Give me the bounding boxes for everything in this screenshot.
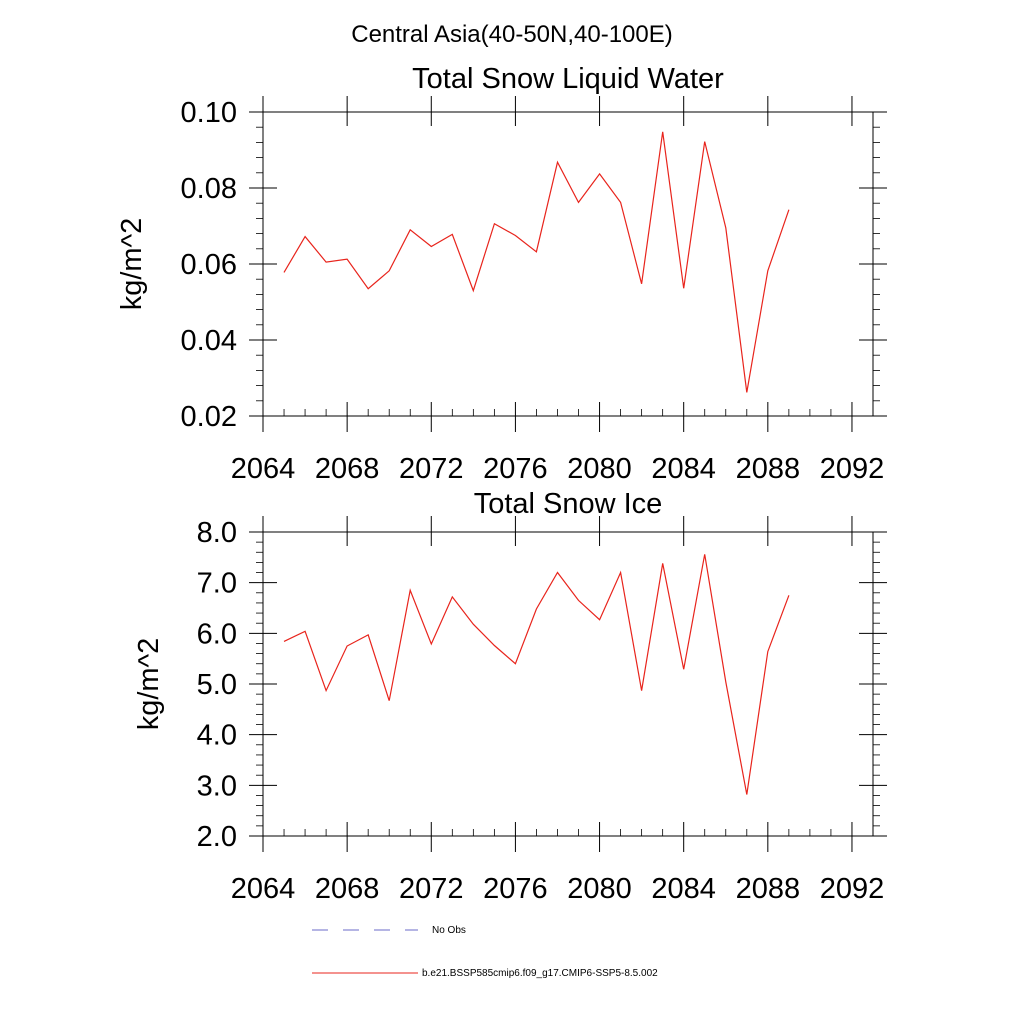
x-tick-label: 2072 <box>399 873 464 905</box>
x-tick-label: 2080 <box>567 453 632 485</box>
x-tick-label: 2092 <box>820 453 885 485</box>
x-tick-label: 2064 <box>231 453 296 485</box>
chart-title: Total Snow Liquid Water <box>412 63 724 95</box>
y-tick-label: 0.08 <box>181 173 237 205</box>
x-tick-label: 2076 <box>483 453 548 485</box>
series-line <box>283 554 790 795</box>
x-tick-label: 2084 <box>651 453 716 485</box>
x-tick-label: 2088 <box>736 873 801 905</box>
series-line <box>283 131 790 393</box>
legend: No Obs b.e21.BSSP585cmip6.f09_g17.CMIP6-… <box>312 925 658 979</box>
y-tick-label: 0.06 <box>181 249 237 281</box>
x-tick-label: 2064 <box>231 873 296 905</box>
x-tick-label: 2072 <box>399 453 464 485</box>
y-axis-label: kg/m^2 <box>133 638 165 731</box>
x-tick-label: 2076 <box>483 873 548 905</box>
y-axis-label: kg/m^2 <box>116 218 148 311</box>
y-tick-label: 3.0 <box>197 770 237 802</box>
y-tick-label: 7.0 <box>197 568 237 600</box>
plot-frame <box>262 111 874 417</box>
chart-title: Total Snow Ice <box>474 488 663 520</box>
y-tick-label: 4.0 <box>197 720 237 752</box>
x-tick-label: 2080 <box>567 873 632 905</box>
x-tick-label: 2084 <box>651 873 716 905</box>
plot-frame <box>262 531 874 837</box>
y-tick-label: 0.02 <box>181 401 237 433</box>
x-tick-label: 2068 <box>315 453 380 485</box>
x-tick-label: 2068 <box>315 873 380 905</box>
y-tick-label: 0.10 <box>181 97 237 129</box>
y-tick-label: 2.0 <box>197 821 237 853</box>
figure-title: Central Asia(40-50N,40-100E) <box>351 21 673 48</box>
x-tick-label: 2088 <box>736 453 801 485</box>
y-tick-label: 6.0 <box>197 618 237 650</box>
y-tick-label: 8.0 <box>197 517 237 549</box>
chart-panel-snow-ice: Total Snow Ice kg/m^2 2064 2068 2072 2076 20… <box>133 488 887 905</box>
legend-label-model-run: b.e21.BSSP585cmip6.f09_g17.CMIP6-SSP5-8.… <box>422 968 658 979</box>
y-tick-label: 0.04 <box>181 325 237 357</box>
y-tick-label: 5.0 <box>197 669 237 701</box>
x-tick-label: 2092 <box>820 873 885 905</box>
legend-label-no-obs: No Obs <box>432 925 466 936</box>
chart-panel-snow-liquid-water: Total Snow Liquid Water kg/m^2 2064 2068 2… <box>116 63 887 485</box>
